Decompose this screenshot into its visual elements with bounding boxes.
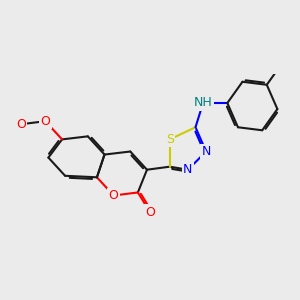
Text: O: O [40,115,50,128]
Text: O: O [40,115,50,128]
Text: O: O [109,189,118,202]
Text: O: O [16,118,26,131]
Text: O: O [145,206,155,219]
Text: S: S [166,133,174,146]
Text: N: N [201,145,211,158]
Text: N: N [183,163,193,176]
Text: NH: NH [194,97,212,110]
